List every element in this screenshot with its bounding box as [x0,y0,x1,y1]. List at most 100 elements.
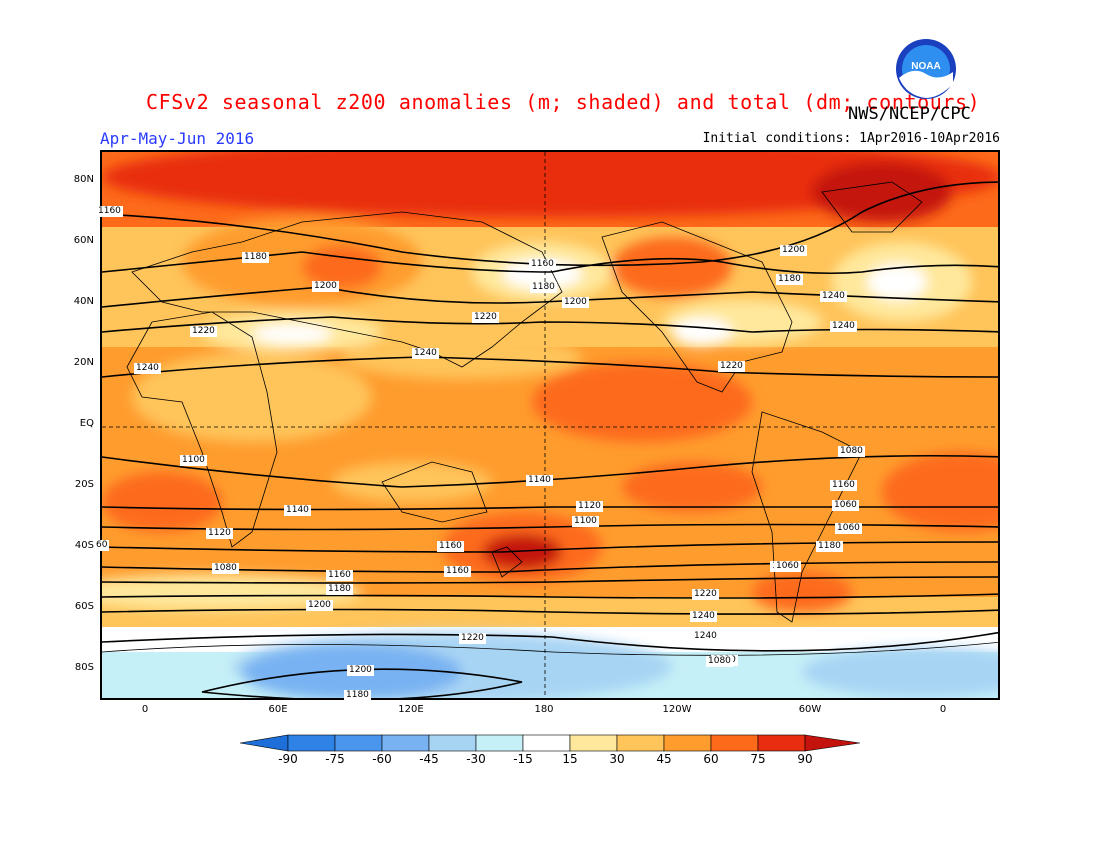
colorbar-label: -15 [513,752,533,766]
colorbar-label: 45 [656,752,672,766]
colorbar-swatch-neutral [522,734,571,752]
contour-label-1140: 1140 [526,475,553,486]
colorbar-swatch-neg75 [287,734,336,752]
contour-label-1220: 1220 [718,361,745,372]
contour-label-1220: 1220 [472,312,499,323]
contour-label-1240: 1240 [412,348,439,359]
contour-1080-sh [102,631,998,652]
contour-label-1220: 1220 [459,633,486,644]
coastline-australia [381,461,488,523]
colorbar-swatch-neg60 [334,734,383,752]
contour-1060-sh [201,668,523,698]
contour-label-1060: 1060 [832,500,859,511]
contour-label-1240: 1240 [134,363,161,374]
colorbar-label: 75 [750,752,766,766]
colorbar-swatch-pos75 [757,734,806,752]
contour-label-1080: 1080 [838,446,865,457]
colorbar-left-arrow [239,734,289,752]
colorbar-swatch-neg45 [381,734,430,752]
contour-label-1160: 1160 [529,259,556,270]
contour-1160-nh [102,181,998,267]
contour-label-1200: 1200 [562,297,589,308]
colorbar-swatch-neg15 [475,734,524,752]
contour-label-1180: 1180 [530,282,557,293]
coastline-eurasia [131,211,563,368]
contour-label-1200: 1200 [312,281,339,292]
lat-label-20s: 20S [74,479,94,490]
contour-1100-sh [102,608,998,615]
contour-label-1100: 1100 [180,455,207,466]
contour-label-1160: 1160 [96,206,123,217]
contour-label-1180: 1180 [242,252,269,263]
contour-label-1200: 1200 [306,600,333,611]
lon-label-0-right: 0 [939,704,947,715]
colorbar-label: 15 [562,752,578,766]
contour-label-1180: 1180 [326,584,353,595]
noaa-logo: NOAA [895,38,957,100]
lat-label-40s: 40S [74,540,94,551]
colorbar-label: 90 [797,752,813,766]
initial-conditions-label: Initial conditions: 1Apr2016-10Apr2016 [702,131,1000,146]
lat-label-20n: 20N [73,357,94,368]
contour-1120-sh [102,593,998,599]
colorbar-label: 60 [703,752,719,766]
contour-1220-nh [102,316,998,333]
contour-label-1160: 1160 [830,480,857,491]
contour-label-1060: 1060 [835,523,862,534]
colorbar-swatch-pos60 [710,734,759,752]
contour-label-1160: 1160 [437,541,464,552]
contour-label-1180: 1180 [344,690,371,701]
contour-label-1220: 1220 [190,326,217,337]
colorbar-label: -45 [419,752,439,766]
contour-label-1080: 1080 [706,656,733,667]
coastline-antarctica [102,641,998,656]
contour-label-1200: 1200 [347,665,374,676]
lat-label-60s: 60S [74,601,94,612]
contour-label-1080: 1080 [212,563,239,574]
colorbar-label: -75 [325,752,345,766]
contour-label-1180: 1180 [816,541,843,552]
colorbar-label: -60 [372,752,392,766]
contour-label-1060: 1060 [774,561,801,572]
contour-label-1200: 1200 [780,245,807,256]
contour-label-1100: 1100 [572,516,599,527]
lon-label-180: 180 [534,704,554,715]
contour-label-1240: 1240 [830,321,857,332]
colorbar-swatch-pos15 [569,734,618,752]
lat-label-40n: 40N [73,296,94,307]
contour-label-1180: 1180 [776,274,803,285]
contour-label-60: 60 [94,540,110,551]
contour-label-1240: 1240 [690,611,717,622]
contour-label-1120: 1120 [206,528,233,539]
lat-label-60n: 60N [73,235,94,246]
lat-label-80s: 80S [74,662,94,673]
colorbar-label: 30 [609,752,625,766]
colorbar-swatch-pos30 [616,734,665,752]
lon-label-0-left: 0 [141,704,149,715]
colorbar [239,733,861,757]
contour-label-1240: 1240 [820,291,847,302]
coastline-greenland [821,181,923,233]
lat-label-eq: EQ [79,418,94,429]
colorbar-swatch-pos45 [663,734,712,752]
lon-label-120e: 120E [398,704,424,715]
anomaly-map [100,150,1000,700]
contour-label-1140: 1140 [284,505,311,516]
contour-label-1120: 1120 [576,501,603,512]
lon-label-120w: 120W [662,704,692,715]
lon-label-60e: 60E [268,704,288,715]
colorbar-swatch-neg30 [428,734,477,752]
colorbar-label: -30 [466,752,486,766]
chart-title: CFSv2 seasonal z200 anomalies (m; shaded… [146,90,981,114]
contour-1240-nh [102,356,998,378]
contour-label-1240: 1240 [692,631,719,642]
season-label: Apr-May-Jun 2016 [100,129,255,148]
coastline-africa [126,311,278,548]
anomaly-shading [102,152,998,698]
contour-1140-sh [102,576,998,584]
contour-label-1220: 1220 [692,589,719,600]
lon-label-60w: 60W [798,704,822,715]
colorbar-right-arrow [804,734,861,752]
contour-label-1160: 1160 [444,566,471,577]
coastline-new-zealand [491,546,523,578]
